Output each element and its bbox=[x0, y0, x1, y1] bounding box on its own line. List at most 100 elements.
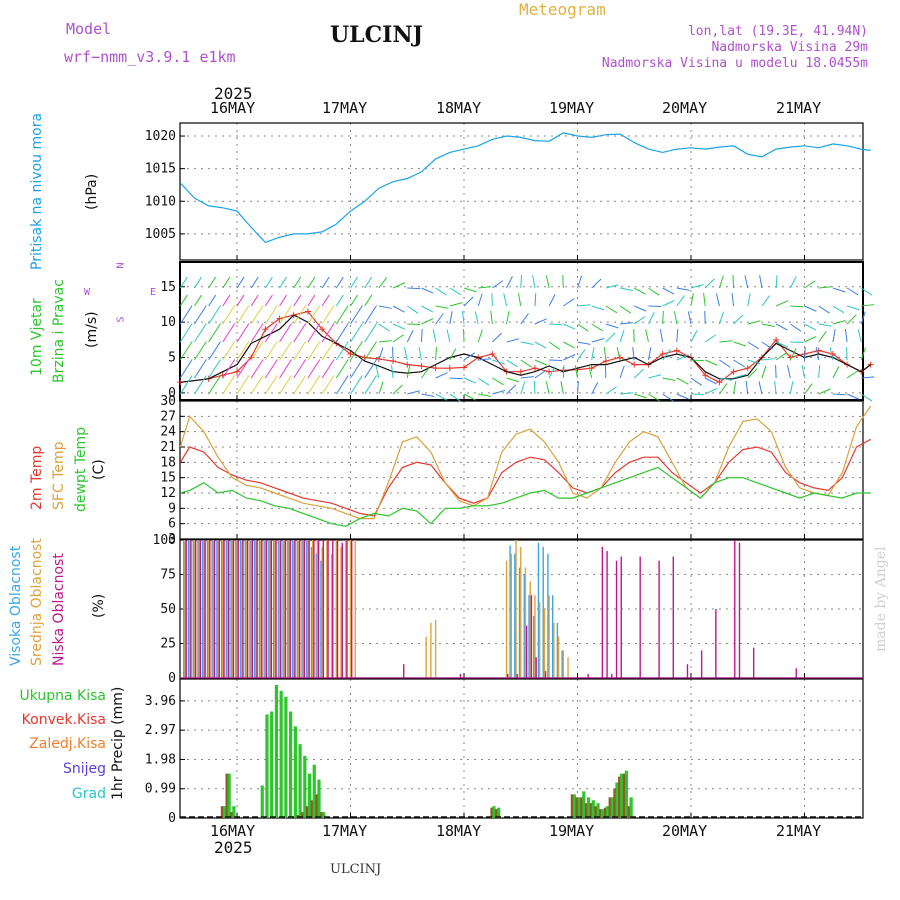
wind-arrow bbox=[222, 276, 231, 289]
wind-arrow bbox=[461, 311, 465, 325]
wind-arrow bbox=[562, 364, 565, 379]
wind-arrow bbox=[236, 294, 245, 307]
wind-arrow bbox=[491, 292, 493, 307]
precip-bar bbox=[570, 794, 573, 818]
wind-arrow bbox=[321, 294, 330, 307]
wind-arrow bbox=[279, 323, 292, 343]
wind-arrow bbox=[463, 296, 474, 307]
wind-arrow bbox=[364, 305, 377, 325]
wind-arrow bbox=[335, 294, 344, 307]
wind-arrow bbox=[790, 341, 804, 344]
wind-arrow bbox=[832, 366, 840, 379]
model-label: Model bbox=[66, 20, 112, 38]
wind-arrow bbox=[719, 359, 731, 368]
wind-arrow bbox=[335, 375, 349, 395]
wind-arrow bbox=[264, 375, 278, 395]
precip-bar bbox=[624, 770, 628, 818]
precip-bar bbox=[596, 803, 600, 818]
precip-bar bbox=[265, 714, 269, 818]
wind-arrow bbox=[449, 311, 453, 325]
wind-arrow bbox=[662, 349, 671, 361]
y-tick-label: 100 bbox=[153, 533, 176, 548]
wind-arrow bbox=[492, 377, 504, 386]
wind-arrow bbox=[335, 323, 349, 343]
y-tick-label: 30 bbox=[160, 394, 176, 409]
wind-arrow bbox=[704, 388, 718, 395]
wind-arrow bbox=[861, 376, 875, 379]
precip-bar bbox=[605, 806, 610, 818]
wind-arrow bbox=[645, 329, 649, 343]
precip-bar bbox=[575, 797, 578, 818]
wind-arrow bbox=[179, 359, 193, 379]
wind-arrow bbox=[179, 276, 188, 289]
wind-arrow bbox=[208, 323, 221, 343]
wind-arrow bbox=[392, 282, 406, 289]
product-title: Meteogram bbox=[519, 0, 606, 19]
wind-arrow bbox=[605, 386, 617, 395]
day-label-bottom: 16MAY bbox=[210, 822, 256, 840]
y-tick-label: 1010 bbox=[145, 194, 176, 209]
wind-arrow bbox=[747, 341, 760, 350]
wind-arrow bbox=[690, 359, 705, 362]
wind-title-2: Brzina i Pravac bbox=[51, 279, 67, 383]
wind-arrow bbox=[421, 305, 434, 313]
wind-arrow bbox=[860, 393, 873, 402]
wind-arrow bbox=[577, 275, 583, 289]
panel-frame bbox=[179, 400, 864, 540]
wind-arrow bbox=[548, 366, 556, 379]
wind-arrow bbox=[520, 381, 526, 395]
y-tick-label: 24 bbox=[160, 425, 176, 440]
wind-arrow bbox=[307, 359, 321, 379]
wind-arrow bbox=[633, 368, 645, 379]
precip-bar bbox=[274, 684, 279, 818]
precip-bar bbox=[227, 773, 231, 818]
legend-frz-rain: Zaledj.Kisa bbox=[29, 736, 106, 752]
wind-arrow bbox=[279, 276, 288, 289]
wind-arrow bbox=[715, 293, 720, 307]
wind-arrow bbox=[307, 305, 321, 325]
cloud-low-label: Niska Oblacnost bbox=[51, 553, 67, 666]
wind-arrow bbox=[350, 359, 363, 379]
day-label-bottom: 21MAY bbox=[776, 822, 822, 840]
wind-arrow bbox=[860, 287, 873, 296]
wind-arrow bbox=[648, 287, 660, 296]
series-line bbox=[180, 314, 872, 383]
wind-arrow bbox=[662, 393, 674, 402]
wind-arrow bbox=[446, 329, 451, 343]
wind-arrow bbox=[532, 275, 536, 289]
wind-arrow bbox=[662, 377, 676, 381]
wind-arrow bbox=[758, 381, 763, 395]
day-label-bottom: 18MAY bbox=[436, 822, 482, 840]
wind-arrow bbox=[832, 305, 845, 314]
wind-arrow bbox=[279, 294, 288, 307]
wind-arrow bbox=[605, 323, 619, 329]
wind-arrow bbox=[676, 287, 690, 291]
wind-arrow bbox=[350, 294, 358, 307]
temp-sfc-label: SFC Temp bbox=[51, 441, 67, 510]
credit-label: made by Angel bbox=[873, 546, 889, 653]
wind-arrow bbox=[647, 347, 652, 361]
wind-arrow bbox=[690, 330, 698, 343]
y-tick-label: 1020 bbox=[145, 129, 176, 144]
wind-arrow bbox=[264, 276, 273, 289]
wind-arrow bbox=[435, 313, 444, 325]
wind-arrow bbox=[179, 323, 193, 343]
wind-arrow bbox=[279, 359, 292, 379]
wind-arrow bbox=[733, 359, 745, 368]
wind-arrow bbox=[364, 375, 377, 395]
wind-arrow bbox=[690, 284, 704, 289]
wind-arrow bbox=[364, 323, 377, 343]
legend-total-rain: Ukupna Kisa bbox=[19, 688, 106, 704]
y-tick-label: 0 bbox=[168, 811, 176, 826]
y-tick-label: 0 bbox=[168, 671, 176, 686]
wind-arrow bbox=[690, 393, 705, 396]
year-label-top: 2025 bbox=[214, 84, 253, 103]
precip-bar bbox=[495, 809, 498, 818]
wind-arrow bbox=[293, 276, 302, 289]
wind-arrow bbox=[857, 329, 862, 343]
precip-bar bbox=[582, 791, 586, 818]
wind-arrow bbox=[208, 375, 221, 395]
wind-arrow bbox=[588, 365, 593, 379]
wind-arrow bbox=[492, 280, 504, 289]
wind-arrow bbox=[591, 278, 602, 289]
